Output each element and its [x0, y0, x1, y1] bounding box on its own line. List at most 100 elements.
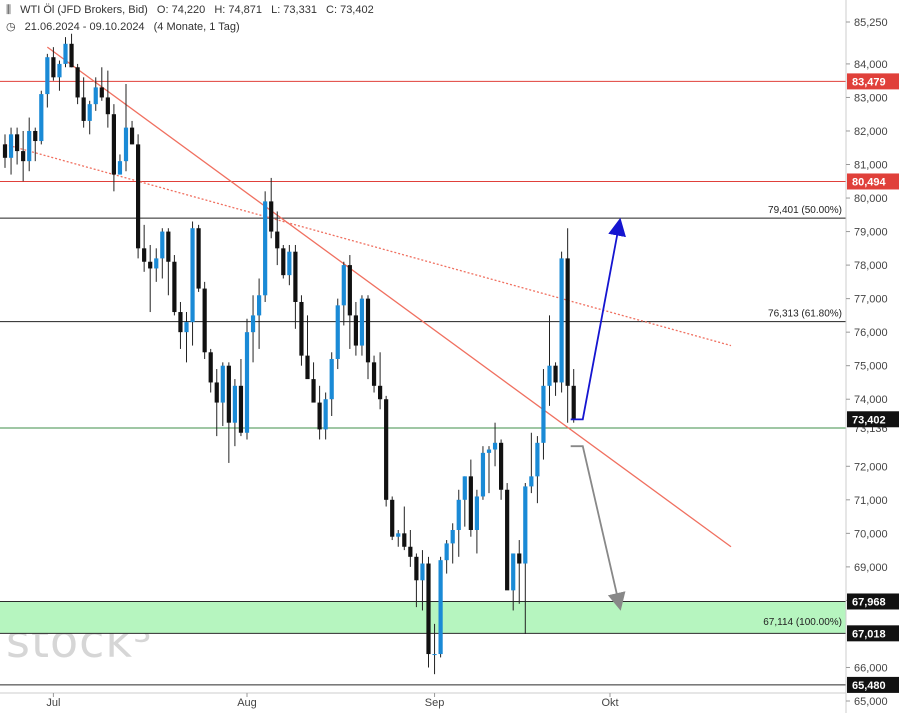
y-tick-label: 83,000: [854, 92, 888, 104]
candle-body: [499, 442, 504, 490]
candle-body: [505, 489, 510, 591]
candle-body: [444, 543, 449, 561]
trendline-downtrend-dotted: [4, 143, 732, 347]
instrument-title: WTI Öl (JFD Brokers, Bid): [20, 4, 148, 16]
x-tick-label: Okt: [601, 697, 618, 709]
level-label-support-bg: [847, 625, 899, 642]
candle-body: [329, 358, 334, 400]
y-tick-label: 66,000: [854, 662, 888, 674]
x-tick-label: Aug: [237, 697, 257, 709]
level-label-resistance-bg: [847, 73, 899, 90]
level-label-support: 65,480: [847, 676, 899, 693]
candle-body: [553, 365, 558, 383]
candle-body: [208, 352, 213, 383]
y-tick-label: 75,000: [854, 361, 888, 373]
candle-body: [408, 546, 413, 557]
candle-body: [450, 529, 455, 544]
y-tick-label: 76,000: [854, 327, 888, 339]
period-info: (4 Monate, 1 Tag): [153, 21, 240, 33]
level-label-support: 67,968: [847, 593, 899, 610]
candle-body: [196, 228, 201, 289]
candle-body: [87, 104, 92, 121]
candle-body: [287, 251, 292, 276]
candle-body: [117, 161, 123, 175]
candle-body: [571, 385, 576, 420]
x-tick-label: Jul: [46, 697, 60, 709]
candle-body: [541, 385, 546, 443]
candle-body: [378, 385, 383, 400]
candle-body: [63, 43, 68, 64]
trendline-downtrend-main: [46, 46, 732, 548]
level-label-support-bg: [847, 593, 899, 610]
level-label-support-text: 67,968: [852, 596, 886, 608]
candle-body: [353, 315, 358, 346]
candle-body: [275, 231, 280, 249]
candle-body: [390, 499, 395, 537]
candle-body: [244, 332, 250, 433]
candle-body: [384, 399, 389, 500]
fib-label: 67,114 (100.00%): [763, 617, 842, 628]
level-label-resistance: 80,494: [847, 173, 899, 190]
y-tick-label: 78,000: [854, 260, 888, 272]
candle-body: [432, 654, 437, 656]
support-zone: [0, 601, 846, 634]
level-label-resistance-text: 80,494: [852, 176, 887, 188]
y-tick-label: 65,000: [854, 696, 888, 708]
y-tick-label: 85,250: [854, 17, 888, 29]
candle-body: [402, 533, 407, 547]
candle-body: [33, 130, 38, 142]
candle-body: [335, 305, 340, 359]
current-price-label: 73,402: [847, 411, 899, 428]
candle-body: [305, 355, 310, 380]
candle-body: [123, 127, 129, 162]
candle-body: [365, 298, 371, 363]
candle-body: [293, 251, 298, 302]
candle-body: [486, 449, 492, 453]
candle-body: [438, 560, 443, 655]
projection-arrow-bearish: [570, 445, 626, 611]
candle-body: [371, 362, 377, 386]
chart-header-line1: ⫼ WTI Öl (JFD Brokers, Bid) O: 74,220 H:…: [6, 4, 380, 17]
candle-body: [299, 301, 304, 356]
candle-body: [148, 261, 153, 269]
level-label-resistance-text: 83,479: [852, 76, 886, 88]
candle-body: [396, 533, 401, 537]
candle-body: [160, 231, 165, 259]
ohlc-high: H: 74,871: [214, 4, 263, 16]
candle-body: [172, 261, 177, 313]
candle-body: [142, 248, 147, 262]
level-label-support: 67,018: [847, 625, 899, 642]
level-label-resistance: 83,479: [847, 73, 899, 90]
candle-body: [232, 385, 237, 423]
candle-body: [190, 228, 195, 323]
y-tick-label: 84,000: [854, 59, 888, 71]
candle-body: [565, 258, 570, 386]
y-tick-label: 82,000: [854, 126, 888, 138]
y-tick-label: 74,000: [854, 394, 888, 406]
candle-body: [93, 87, 98, 105]
candle-body: [2, 144, 8, 158]
fib-label: 79,401 (50.00%): [768, 205, 842, 216]
candle-body: [323, 399, 328, 430]
candle-body: [69, 43, 74, 68]
current-price-label-bg: [847, 411, 899, 428]
candle-body: [547, 365, 552, 386]
level-label-resistance-bg: [847, 173, 899, 190]
candle-body: [39, 94, 44, 142]
candlestick-icon: ⫼: [6, 4, 12, 16]
candle-body: [202, 288, 207, 353]
candle-body: [263, 201, 268, 296]
candle-body: [226, 365, 231, 423]
candle-body: [154, 258, 159, 269]
candle-body: [511, 553, 516, 591]
candle-body: [27, 130, 32, 162]
candle-body: [15, 134, 20, 152]
candle-body: [468, 476, 473, 530]
y-tick-label: 70,000: [854, 528, 888, 540]
candle-body: [136, 144, 141, 249]
candle-body: [8, 134, 14, 158]
candle-body: [456, 499, 461, 530]
candle-body: [317, 402, 322, 430]
candle-body: [57, 63, 62, 78]
